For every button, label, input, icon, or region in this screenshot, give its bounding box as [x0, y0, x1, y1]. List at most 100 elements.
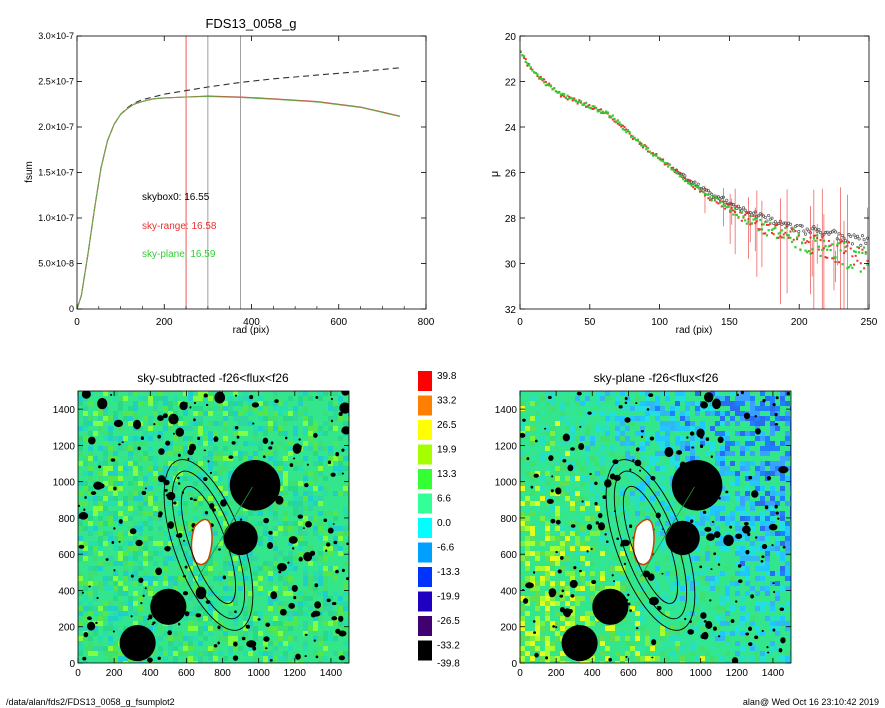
sky-range-point [770, 231, 773, 234]
image-pixel [770, 516, 775, 521]
image-pixel [178, 641, 183, 646]
star-mask [195, 586, 207, 600]
image-pixel [655, 501, 660, 506]
image-pixel [143, 561, 148, 566]
image-pixel [610, 626, 615, 631]
image-pixel [785, 456, 790, 461]
sky-range-point [608, 116, 611, 119]
image-pixel [273, 456, 278, 461]
image-pixel [575, 436, 580, 441]
sky-plane-point [591, 105, 594, 108]
image-pixel [660, 636, 665, 641]
sky-plane-point [750, 222, 753, 225]
image-pixel [108, 661, 113, 663]
star-mask [222, 575, 227, 580]
image-pixel [298, 661, 303, 663]
image-pixel [163, 446, 168, 451]
image-xtick-label: 1200 [284, 668, 307, 679]
sky-plane-point [752, 218, 755, 221]
sky-range-point [580, 101, 583, 104]
image-pixel [775, 501, 780, 506]
star-mask [526, 457, 530, 461]
image-pixel [645, 396, 650, 401]
image-pixel [128, 506, 133, 511]
image-pixel [560, 506, 565, 511]
image-pixel [308, 501, 313, 506]
image-pixel [640, 661, 645, 663]
image-pixel [725, 421, 730, 426]
image-pixel [565, 661, 570, 663]
image-pixel [318, 661, 323, 663]
image-pixel [173, 436, 178, 441]
image-pixel [685, 456, 690, 461]
sky-plane-point [584, 101, 588, 104]
image-pixel [138, 661, 143, 663]
sky-plane-point [653, 154, 656, 157]
sky-range-point [720, 205, 723, 208]
image-pixel [243, 661, 248, 663]
image-pixel [630, 551, 635, 556]
image-pixel [540, 461, 545, 466]
image-pixel [268, 561, 273, 566]
image-pixel [575, 496, 580, 501]
image-pixel [78, 446, 83, 451]
image-pixel [83, 461, 88, 466]
image-pixel [133, 601, 138, 606]
image-pixel [690, 441, 695, 446]
image-pixel [720, 416, 725, 421]
image-pixel [575, 476, 580, 481]
image-pixel [625, 471, 630, 476]
image-pixel [780, 491, 785, 496]
image-pixel [143, 501, 148, 506]
image-pixel [328, 446, 333, 451]
image-pixel [348, 491, 349, 496]
image-pixel [645, 641, 650, 646]
image-pixel [128, 466, 133, 471]
image-pixel [193, 496, 198, 501]
image-pixel [153, 581, 158, 586]
image-pixel [103, 496, 108, 501]
image-pixel [128, 451, 133, 456]
image-pixel [545, 426, 550, 431]
image-pixel [630, 396, 635, 401]
image-pixel [735, 641, 740, 646]
image-pixel [760, 536, 765, 541]
image-pixel [78, 396, 83, 401]
image-pixel [213, 626, 218, 631]
image-pixel [645, 566, 650, 571]
image-pixel [93, 626, 98, 631]
image-pixel [695, 406, 700, 411]
image-pixel [133, 521, 138, 526]
sky-plane-image: sky-plane -f26<flux<f26 0 200 400 600 800 100… [495, 371, 792, 679]
image-pixel [655, 436, 660, 441]
image-pixel [158, 436, 163, 441]
image-pixel [78, 526, 83, 531]
image-pixel [248, 521, 253, 526]
image-pixel [680, 416, 685, 421]
image-pixel [785, 571, 790, 576]
sky-range-point [747, 218, 750, 221]
image-pixel [615, 501, 620, 506]
image-pixel [590, 476, 595, 481]
image-pixel [635, 596, 640, 601]
image-pixel [520, 661, 525, 663]
star-mask [773, 590, 776, 594]
image-pixel [158, 551, 163, 556]
image-pixel [645, 456, 650, 461]
image-pixel [660, 531, 665, 536]
image-pixel [750, 441, 755, 446]
image-pixel [570, 531, 575, 536]
image-pixel [283, 446, 288, 451]
star-mask [723, 534, 734, 547]
sky-plane-point [782, 236, 785, 239]
image-pixel [298, 506, 303, 511]
image-pixel [645, 606, 650, 611]
star-mask [217, 625, 221, 630]
image-pixel [700, 641, 705, 646]
image-pixel [193, 561, 198, 566]
star-mask [635, 448, 640, 452]
image-pixel [93, 646, 98, 651]
mu-xtick-label: 150 [721, 317, 738, 328]
sky-plane-point [618, 121, 621, 124]
image-pixel [565, 591, 570, 596]
